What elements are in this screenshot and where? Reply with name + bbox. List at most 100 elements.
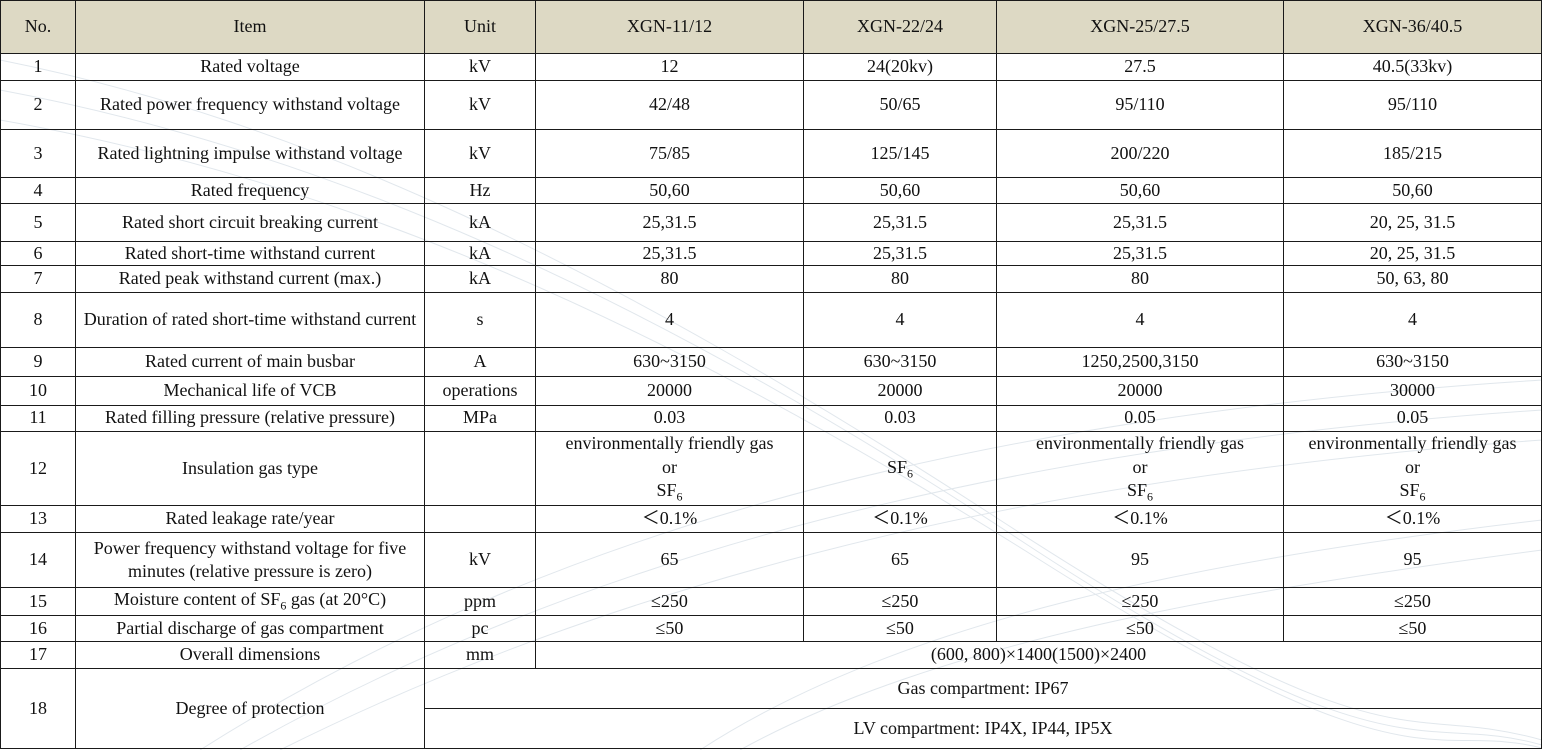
cell-value-dimensions: (600, 800)×1400(1500)×2400 xyxy=(535,640,1542,670)
cell-value: 25,31.5 xyxy=(803,240,997,267)
cell-value: 0.03 xyxy=(803,404,997,432)
table-row: 2 Rated power frequency withstand voltag… xyxy=(0,80,1542,130)
row-unit: mm xyxy=(424,640,536,670)
row-no: 18 xyxy=(0,668,76,749)
header-no: No. xyxy=(0,0,76,54)
cell-value: 30000 xyxy=(1283,376,1542,406)
sf-text: SF xyxy=(1126,479,1148,500)
cell-value: 50, 63, 80 xyxy=(1283,265,1542,293)
cell-value: ＜0.1% xyxy=(535,505,804,533)
or-text: or xyxy=(662,456,677,477)
cell-value-gas-type: environmentally friendly gas or SF6 xyxy=(996,430,1284,507)
row-unit: kA xyxy=(424,240,536,267)
row-unit: Hz xyxy=(424,177,536,205)
row-no: 15 xyxy=(0,587,76,616)
row-unit: A xyxy=(424,347,536,378)
cell-value: 65 xyxy=(535,531,804,589)
table-row: 5 Rated short circuit breaking current k… xyxy=(0,203,1542,242)
cell-value: 50,60 xyxy=(1283,177,1542,205)
row-item: Rated power frequency withstand voltage xyxy=(75,80,425,130)
cell-value-gas-type: environmentally friendly gas or SF6 xyxy=(1283,430,1542,507)
table-row: 9 Rated current of main busbar A 630~315… xyxy=(0,347,1542,378)
cell-value: 630~3150 xyxy=(803,347,997,378)
cell-value: ＜0.1% xyxy=(1283,505,1542,533)
cell-value: 75/85 xyxy=(535,128,804,179)
row-no: 6 xyxy=(0,240,76,267)
cell-value: 12 xyxy=(535,52,804,82)
or-text: or xyxy=(1132,456,1148,477)
header-xgn-25-27-5: XGN-25/27.5 xyxy=(996,0,1284,54)
cell-value: 20000 xyxy=(535,376,804,406)
row-no: 9 xyxy=(0,347,76,378)
cell-value: 50,60 xyxy=(996,177,1284,205)
cell-value: ＜0.1% xyxy=(803,505,997,533)
row-item: Rated peak withstand current (max.) xyxy=(75,265,425,293)
cell-value: 25,31.5 xyxy=(996,240,1284,267)
cell-value: ≤250 xyxy=(803,587,997,616)
table-row: 17 Overall dimensions mm (600, 800)×1400… xyxy=(0,640,1542,670)
row-item: Rated short circuit breaking current xyxy=(75,203,425,242)
cell-value: 4 xyxy=(803,291,997,349)
row-item: Rated frequency xyxy=(75,177,425,205)
row-unit: kA xyxy=(424,265,536,293)
header-xgn-36-40-5: XGN-36/40.5 xyxy=(1283,0,1542,54)
or-text: or xyxy=(1405,456,1420,477)
row-no: 1 xyxy=(0,52,76,82)
cell-value: 20, 25, 31.5 xyxy=(1283,240,1542,267)
sf-subscript: 6 xyxy=(1419,489,1426,504)
item-text-pre: Moisture content of SF xyxy=(113,589,281,610)
cell-value: 4 xyxy=(535,291,804,349)
table-row: 15 Moisture content of SF6 gas (at 20°C)… xyxy=(0,587,1542,616)
cell-value: ≤250 xyxy=(996,587,1284,616)
cell-value: 0.05 xyxy=(996,404,1284,432)
cell-value: 0.03 xyxy=(535,404,804,432)
eco-gas-text: environmentally friendly gas xyxy=(565,433,774,454)
table-row: 7 Rated peak withstand current (max.) kA… xyxy=(0,265,1542,293)
sf-text: SF xyxy=(886,456,908,477)
row-no: 14 xyxy=(0,531,76,589)
cell-value: 200/220 xyxy=(996,128,1284,179)
header-row: No. Item Unit XGN-11/12 XGN-22/24 XGN-25… xyxy=(0,0,1542,54)
cell-value: 65 xyxy=(803,531,997,589)
row-unit: kV xyxy=(424,80,536,130)
cell-value: 95 xyxy=(996,531,1284,589)
cell-lv-compartment-protection: LV compartment: IP4X, IP44, IP5X xyxy=(424,708,1542,749)
eco-gas-text: environmentally friendly gas xyxy=(1308,433,1517,454)
cell-value: 95/110 xyxy=(1283,80,1542,130)
cell-value: ≤50 xyxy=(1283,614,1542,642)
cell-value: 50,60 xyxy=(803,177,997,205)
row-item: Rated voltage xyxy=(75,52,425,82)
cell-value: 25,31.5 xyxy=(996,203,1284,242)
row-item: Insulation gas type xyxy=(75,430,425,507)
row-no: 4 xyxy=(0,177,76,205)
cell-value: ≤250 xyxy=(535,587,804,616)
table-row: 1 Rated voltage kV 12 24(20kv) 27.5 40.5… xyxy=(0,52,1542,82)
sf-subscript: 6 xyxy=(1147,489,1154,504)
row-no: 13 xyxy=(0,505,76,533)
cell-value: ≤50 xyxy=(996,614,1284,642)
row-unit: kA xyxy=(424,203,536,242)
row-item: Rated lightning impulse withstand voltag… xyxy=(75,128,425,179)
cell-value: 125/145 xyxy=(803,128,997,179)
cell-value: 630~3150 xyxy=(535,347,804,378)
row-item: Mechanical life of VCB xyxy=(75,376,425,406)
cell-value: 4 xyxy=(996,291,1284,349)
table-row: 6 Rated short-time withstand current kA … xyxy=(0,240,1542,267)
cell-value: 25,31.5 xyxy=(535,203,804,242)
row-unit: MPa xyxy=(424,404,536,432)
row-unit: operations xyxy=(424,376,536,406)
row-no: 16 xyxy=(0,614,76,642)
row-unit xyxy=(424,505,536,533)
row-item: Overall dimensions xyxy=(75,640,425,670)
sf-text: SF xyxy=(1399,479,1420,500)
cell-value: 80 xyxy=(803,265,997,293)
table-row: 3 Rated lightning impulse withstand volt… xyxy=(0,128,1542,179)
cell-value: 185/215 xyxy=(1283,128,1542,179)
table-row: 8 Duration of rated short-time withstand… xyxy=(0,291,1542,349)
cell-value: ≤50 xyxy=(535,614,804,642)
header-unit: Unit xyxy=(424,0,536,54)
cell-value-gas-type: SF6 xyxy=(803,430,997,507)
row-no: 5 xyxy=(0,203,76,242)
cell-value: 42/48 xyxy=(535,80,804,130)
